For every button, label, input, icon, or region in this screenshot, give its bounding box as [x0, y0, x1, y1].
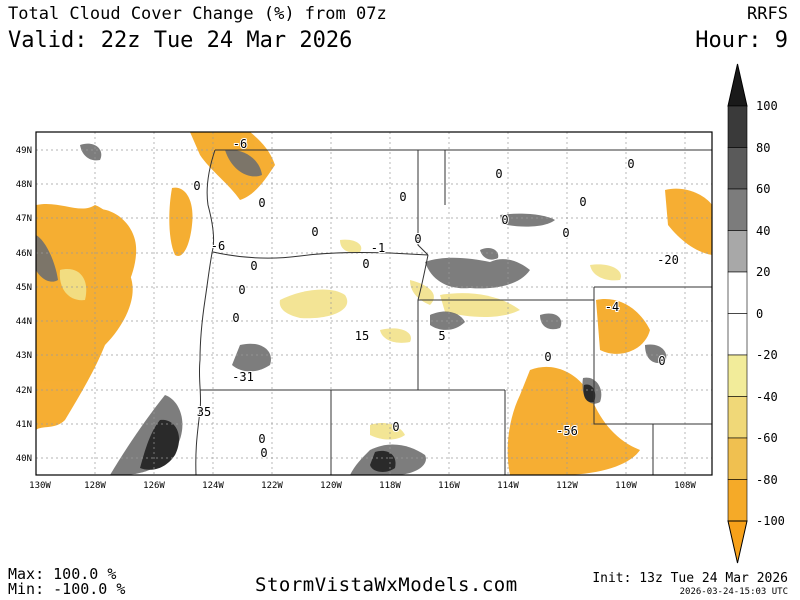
- lon-label: 118W: [379, 481, 401, 491]
- colorbar-segment: [727, 354, 748, 397]
- contour-label: 0: [193, 179, 200, 193]
- model-name: RRFS: [747, 4, 788, 24]
- lon-label: 120W: [320, 481, 342, 491]
- contour-label: 15: [355, 329, 369, 343]
- lon-label: 124W: [202, 481, 224, 491]
- colorbar-label: 100: [756, 99, 778, 113]
- lat-lon-grid: [36, 132, 712, 475]
- colorbar-label: -80: [756, 473, 778, 487]
- lon-label: 110W: [615, 481, 637, 491]
- lon-label: 112W: [556, 481, 578, 491]
- cloud-fields: [36, 132, 712, 475]
- contour-label: 0: [501, 213, 508, 227]
- contour-labels: -6 0 0 0 -6 0 0 0 -1 0 0 0 0 0 0 -20 0 0…: [192, 136, 679, 461]
- lon-label: 130W: [29, 481, 51, 491]
- colorbar-label: 60: [756, 182, 770, 196]
- contour-label: 0: [627, 157, 634, 171]
- colorbar-label: -100: [756, 514, 785, 528]
- lon-label: 122W: [261, 481, 283, 491]
- contour-label: 5: [438, 329, 445, 343]
- lon-label: 114W: [497, 481, 519, 491]
- contour-label: 0: [238, 283, 245, 297]
- colorbar-arrow-top: [727, 63, 748, 107]
- colorbar-label: -60: [756, 431, 778, 445]
- contour-label: 0: [311, 225, 318, 239]
- colorbar-label: 0: [756, 307, 763, 321]
- min-value: Min: -100.0 %: [8, 580, 126, 598]
- contour-label: -1: [371, 241, 385, 255]
- colorbar-segment: [727, 188, 748, 231]
- contour-label: 0: [260, 446, 267, 460]
- forecast-hour: Hour: 9: [695, 28, 788, 53]
- lat-label: 48N: [16, 180, 32, 190]
- colorbar-label: 40: [756, 224, 770, 238]
- max-value: Max: 100.0 %: [8, 565, 117, 583]
- contour-label: 0: [258, 432, 265, 446]
- lon-label: 116W: [438, 481, 460, 491]
- contour-label: 0: [495, 167, 502, 181]
- contour-label: 0: [232, 311, 239, 325]
- lat-labels: 49N 48N 47N 46N 45N 44N 43N 42N 41N 40N: [16, 146, 32, 464]
- lat-label: 43N: [16, 351, 32, 361]
- lat-label: 49N: [16, 146, 32, 156]
- lon-label: 126W: [143, 481, 165, 491]
- lon-label: 128W: [84, 481, 106, 491]
- contour-label: 0: [579, 195, 586, 209]
- contour-label: 0: [399, 190, 406, 204]
- colorbar-segment: [727, 437, 748, 480]
- contour-label: 0: [658, 354, 665, 368]
- chart-title: Total Cloud Cover Change (%) from 07z: [8, 4, 387, 24]
- brand-link[interactable]: StormVistaWxModels.com: [255, 574, 518, 596]
- lon-labels: 130W 128W 126W 124W 122W 120W 118W 116W …: [29, 481, 696, 491]
- lat-label: 41N: [16, 420, 32, 430]
- lat-label: 40N: [16, 454, 32, 464]
- colorbar-segment: [727, 271, 748, 314]
- contour-label: 0: [250, 259, 257, 273]
- lat-label: 45N: [16, 283, 32, 293]
- map-frame: [35, 131, 713, 476]
- valid-time: Valid: 22z Tue 24 Mar 2026: [8, 28, 353, 53]
- contour-label: -31: [232, 370, 254, 384]
- contour-label: 0: [392, 420, 399, 434]
- colorbar-segment: [727, 147, 748, 190]
- contour-label: 0: [544, 350, 551, 364]
- colorbar-label: 20: [756, 265, 770, 279]
- contour-label: 0: [562, 226, 569, 240]
- lat-label: 44N: [16, 317, 32, 327]
- contour-label: -56: [556, 424, 578, 438]
- state-borders: [195, 149, 712, 476]
- contour-label: -20: [657, 253, 679, 267]
- contour-label: 0: [414, 232, 421, 246]
- colorbar-label: -20: [756, 348, 778, 362]
- contour-label: -6: [233, 137, 247, 151]
- colorbar-segment: [727, 396, 748, 439]
- colorbar-segment: [727, 105, 748, 148]
- generated-timestamp: 2026-03-24-15:03 UTC: [679, 587, 788, 597]
- colorbar-label: 80: [756, 141, 770, 155]
- colorbar-label: -40: [756, 390, 778, 404]
- contour-label: -4: [605, 300, 619, 314]
- contour-label: 0: [362, 257, 369, 271]
- colorbar-segments: [727, 63, 748, 564]
- colorbar-labels: 100 80 60 40 20 0 -20 -40 -60 -80 -100: [756, 99, 785, 528]
- colorbar-segment: [727, 230, 748, 273]
- lat-label: 46N: [16, 249, 32, 259]
- contour-label: -6: [211, 239, 225, 253]
- contour-label: 35: [197, 405, 211, 419]
- lat-label: 47N: [16, 214, 32, 224]
- init-time: Init: 13z Tue 24 Mar 2026: [592, 571, 788, 586]
- colorbar-segment: [727, 479, 748, 522]
- lon-label: 108W: [674, 481, 696, 491]
- contour-label: 0: [258, 196, 265, 210]
- lat-label: 42N: [16, 386, 32, 396]
- colorbar-segment: [727, 313, 748, 356]
- colorbar-arrow-bottom: [727, 520, 748, 564]
